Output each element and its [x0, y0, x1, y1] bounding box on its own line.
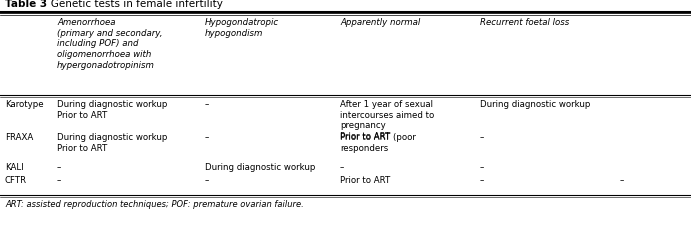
Text: Amenorrhoea
(primary and secondary,
including POF) and
oligomenorrhoea with
hype: Amenorrhoea (primary and secondary, incl… — [57, 18, 162, 70]
Text: –: – — [480, 175, 484, 184]
Text: Table 3: Table 3 — [5, 0, 47, 9]
Text: –: – — [480, 132, 484, 141]
Text: KALI: KALI — [5, 162, 23, 171]
Text: Recurrent foetal loss: Recurrent foetal loss — [480, 18, 569, 27]
Text: –: – — [205, 175, 209, 184]
Text: –: – — [340, 162, 344, 171]
Text: –: – — [205, 99, 209, 108]
Text: Karotype: Karotype — [5, 99, 44, 108]
Text: During diagnostic workup
Prior to ART: During diagnostic workup Prior to ART — [57, 99, 167, 119]
Text: Apparently normal: Apparently normal — [340, 18, 420, 27]
Text: Prior to ART: Prior to ART — [340, 175, 390, 184]
Text: –: – — [620, 175, 625, 184]
Text: –: – — [57, 175, 61, 184]
Text: Genetic tests in female infertility: Genetic tests in female infertility — [41, 0, 223, 9]
Text: ART: assisted reproduction techniques; POF: premature ovarian failure.: ART: assisted reproduction techniques; P… — [5, 199, 304, 208]
Text: –: – — [57, 162, 61, 171]
Text: During diagnostic workup: During diagnostic workup — [480, 99, 590, 108]
Text: After 1 year of sexual
intercourses aimed to
pregnancy
Prior to ART: After 1 year of sexual intercourses aime… — [340, 99, 434, 141]
Text: –: – — [480, 162, 484, 171]
Text: FRAXA: FRAXA — [5, 132, 33, 141]
Text: Hypogondatropic
hypogondism: Hypogondatropic hypogondism — [205, 18, 279, 38]
Text: –: – — [205, 132, 209, 141]
Text: Prior to ART (poor
responders: Prior to ART (poor responders — [340, 132, 416, 152]
Text: CFTR: CFTR — [5, 175, 27, 184]
Text: During diagnostic workup: During diagnostic workup — [205, 162, 315, 171]
Text: During diagnostic workup
Prior to ART: During diagnostic workup Prior to ART — [57, 132, 167, 152]
